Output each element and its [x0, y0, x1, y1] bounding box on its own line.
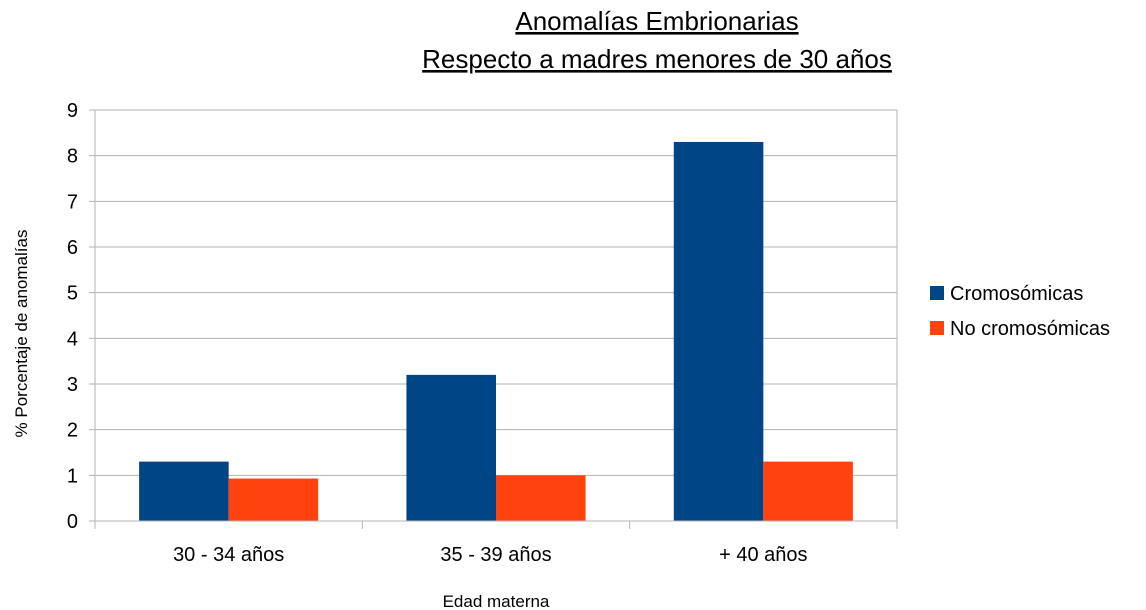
bar-no-cromosomicas	[228, 478, 319, 521]
y-axis-title: % Porcentaje de anomalías	[12, 230, 31, 438]
bar-no-cromosomicas	[763, 461, 853, 521]
y-tick-label: 9	[67, 100, 78, 122]
x-tick-label: + 40 años	[719, 544, 807, 566]
y-tick-label: 7	[67, 191, 78, 213]
chart-title-line-2: Respecto a madres menores de 30 años	[422, 44, 892, 74]
y-tick-label: 4	[67, 328, 78, 350]
chart-title: Anomalías Embrionarias Respecto a madres…	[422, 6, 892, 74]
y-tick-label: 8	[67, 146, 78, 168]
x-tick-labels: 30 - 34 años 35 - 39 años + 40 años	[173, 544, 807, 566]
y-tick-label: 5	[67, 283, 78, 305]
legend-swatch	[930, 321, 944, 335]
y-tick-label: 3	[67, 374, 78, 396]
chart-title-line-1: Anomalías Embrionarias	[515, 6, 798, 36]
legend-swatch	[930, 286, 944, 300]
axes	[94, 110, 898, 529]
legend: Cromosómicas No cromosómicas	[930, 283, 1110, 340]
bar-cromosomicas	[406, 374, 496, 521]
bar-cromosomicas	[139, 461, 229, 521]
legend-label: Cromosómicas	[950, 283, 1083, 305]
bars	[139, 141, 853, 521]
bar-no-cromosomicas	[496, 475, 586, 521]
x-tick-label: 30 - 34 años	[173, 544, 284, 566]
legend-label: No cromosómicas	[950, 318, 1110, 340]
y-tick-label: 0	[67, 511, 78, 533]
y-tick-label: 1	[67, 465, 78, 487]
y-tick-labels: 0 1 2 3 4 5 6 7 8 9	[67, 100, 78, 533]
x-axis-title: Edad materna	[443, 592, 550, 610]
y-tick-label: 2	[67, 420, 78, 442]
x-tick-label: 35 - 39 años	[440, 544, 551, 566]
bar-cromosomicas	[673, 141, 764, 521]
y-tick-label: 6	[67, 237, 78, 259]
